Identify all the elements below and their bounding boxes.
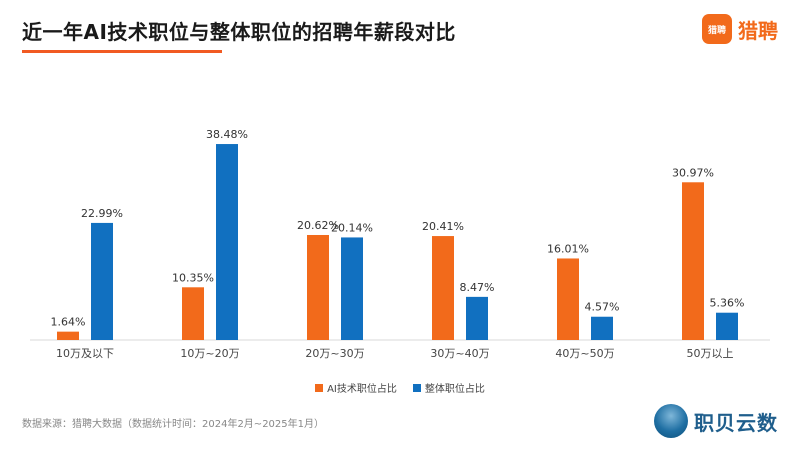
data-label-overall-4: 4.57% bbox=[585, 301, 620, 314]
page-title: 近一年AI技术职位与整体职位的招聘年薪段对比 bbox=[22, 20, 456, 44]
brand: 猎聘 猎聘 bbox=[702, 14, 778, 44]
bar-ai-1 bbox=[182, 287, 204, 340]
liepin-logo-icon: 猎聘 bbox=[702, 14, 732, 44]
data-label-overall-2: 20.14% bbox=[331, 221, 373, 234]
data-label-ai-4: 16.01% bbox=[547, 242, 589, 255]
data-label-overall-5: 5.36% bbox=[710, 297, 745, 310]
watermark-brand: 职贝云数 bbox=[654, 404, 778, 438]
bar-ai-5 bbox=[682, 182, 704, 340]
x-tick-label-5: 50万以上 bbox=[687, 347, 734, 360]
bar-overall-2 bbox=[341, 237, 363, 340]
data-source-note: 数据来源：猎聘大数据（数据统计时间：2024年2月~2025年1月） bbox=[22, 419, 325, 430]
bar-overall-0 bbox=[91, 222, 113, 340]
legend-swatch-overall bbox=[412, 383, 421, 392]
data-label-ai-5: 30.97% bbox=[672, 166, 714, 179]
data-label-ai-1: 10.35% bbox=[172, 271, 214, 284]
legend-item-overall: 整体职位占比 bbox=[412, 380, 485, 395]
legend-label-overall: 整体职位占比 bbox=[424, 384, 485, 395]
bar-overall-1 bbox=[216, 144, 238, 340]
x-tick-label-3: 30万~40万 bbox=[430, 347, 489, 360]
watermark-name: 职贝云数 bbox=[694, 410, 778, 435]
legend-item-ai: AI技术职位占比 bbox=[315, 380, 397, 395]
x-tick-label-2: 20万~30万 bbox=[305, 347, 364, 360]
bar-ai-2 bbox=[307, 234, 329, 340]
data-label-overall-3: 8.47% bbox=[460, 281, 495, 294]
data-label-overall-1: 38.48% bbox=[206, 128, 248, 141]
data-label-ai-0: 1.64% bbox=[51, 316, 86, 329]
data-label-overall-0: 22.99% bbox=[81, 207, 123, 220]
bar-ai-3 bbox=[432, 236, 454, 340]
data-label-ai-3: 20.41% bbox=[422, 220, 464, 233]
legend-swatch-ai bbox=[315, 383, 324, 392]
brand-name: 猎聘 bbox=[738, 18, 778, 43]
bar-ai-4 bbox=[557, 258, 579, 340]
data-label-ai-2: 20.62% bbox=[297, 219, 339, 232]
x-tick-label-4: 40万~50万 bbox=[555, 347, 614, 360]
bar-overall-4 bbox=[591, 316, 613, 340]
x-tick-label-0: 10万及以下 bbox=[56, 347, 114, 360]
bar-overall-5 bbox=[716, 312, 738, 340]
bar-ai-0 bbox=[57, 331, 79, 340]
bar-overall-3 bbox=[466, 296, 488, 340]
chart-legend: AI技术职位占比 整体职位占比 bbox=[0, 380, 800, 395]
zhibei-logo-icon bbox=[654, 404, 688, 438]
x-tick-label-1: 10万~20万 bbox=[180, 347, 239, 360]
legend-label-ai: AI技术职位占比 bbox=[327, 384, 397, 395]
title-underline bbox=[22, 50, 222, 53]
